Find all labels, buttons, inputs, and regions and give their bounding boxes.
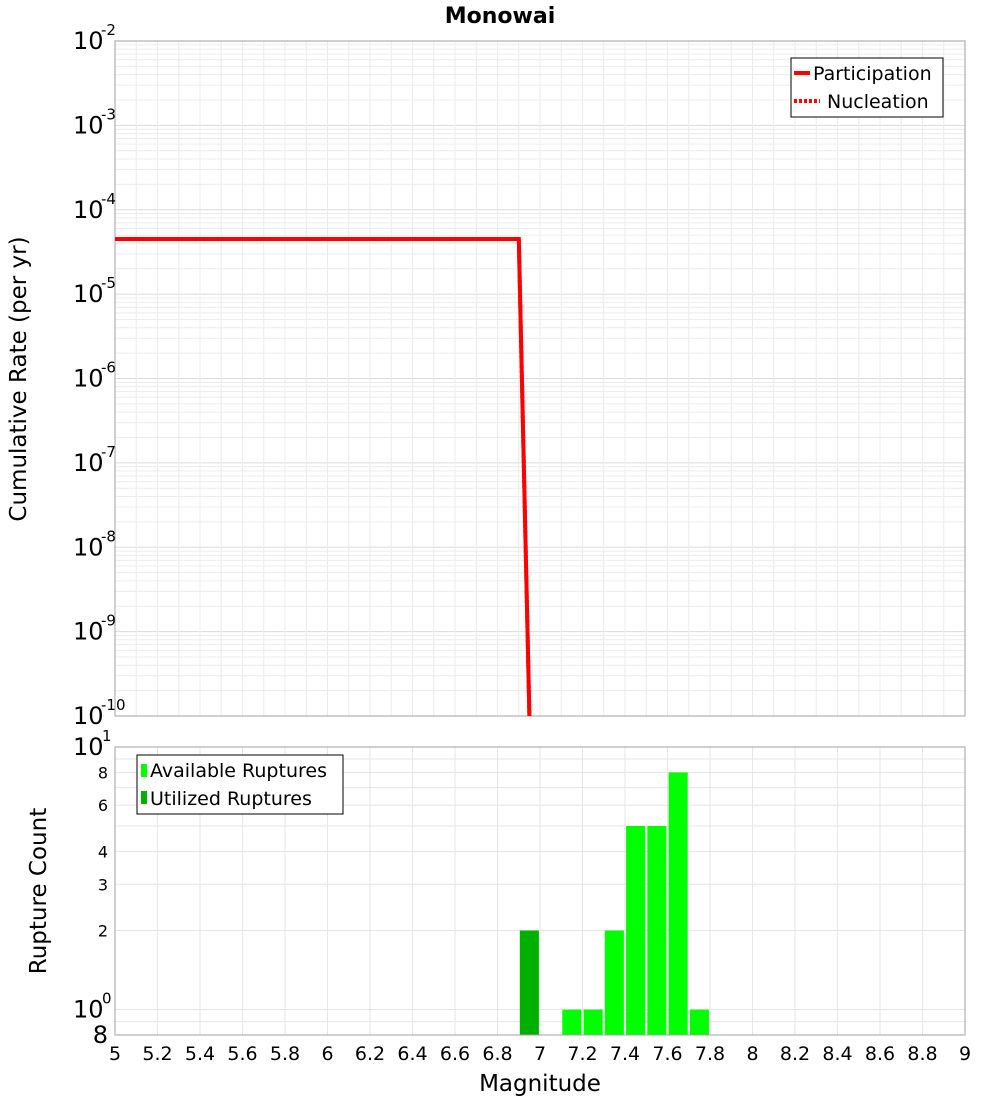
bottom-y-tick-base: 10	[73, 733, 104, 761]
top-y-tick: 10-4	[73, 190, 116, 224]
bar-utilized-ruptures	[519, 930, 539, 1035]
legend-available-label: Available Ruptures	[150, 760, 327, 782]
top-y-tick-base: 10	[73, 111, 104, 139]
top-y-tick: 10-3	[73, 105, 116, 139]
top-y-tick-exp: -7	[101, 443, 116, 461]
bottom-y-tick: 4	[98, 842, 108, 861]
x-tick-label: 5.4	[185, 1043, 215, 1065]
bottom-y-tick: 101	[73, 727, 112, 761]
x-tick-label: 7.6	[652, 1043, 682, 1065]
bottom-y-axis-label: Rupture Count	[26, 808, 52, 974]
top-legend: Participation Nucleation	[790, 57, 944, 118]
top-y-tick-base: 10	[73, 196, 104, 224]
bar-available-ruptures	[626, 826, 646, 1035]
top-plot-grid	[114, 41, 966, 717]
series-line-participation	[115, 237, 532, 717]
bottom-plot-frame	[114, 746, 966, 1036]
bottom-y-tick-label: 2	[98, 922, 108, 941]
x-tick-label: 7.2	[567, 1043, 597, 1065]
top-y-tick: 10-10	[73, 696, 126, 730]
x-tick-label: 9	[959, 1043, 971, 1065]
bottom-y-tick-exp: 1	[102, 727, 112, 745]
x-tick-label: 5.6	[227, 1043, 257, 1065]
top-y-tick-exp: -5	[101, 274, 116, 292]
chart-title: Monowai	[445, 4, 556, 29]
x-tick-label: 7.4	[610, 1043, 640, 1065]
legend-participation-label: Participation	[813, 63, 932, 85]
top-y-tick: 10-2	[73, 21, 116, 55]
top-y-tick-exp: -6	[101, 359, 116, 377]
top-y-tick-exp: -9	[101, 612, 116, 630]
bottom-y-tick: 8	[98, 763, 108, 782]
x-tick-label: 8.8	[907, 1043, 937, 1065]
x-tick-label: 8.6	[865, 1043, 895, 1065]
top-y-tick-exp: -4	[101, 190, 116, 208]
top-y-tick-base: 10	[73, 533, 104, 561]
bottom-y-tick-label: 8	[93, 1021, 108, 1049]
x-tick-label: 6.8	[482, 1043, 512, 1065]
x-tick-label: 7	[534, 1043, 546, 1065]
bottom-y-tick: 100	[73, 990, 112, 1024]
bottom-y-tick: 6	[98, 796, 108, 815]
bottom-y-tick-label: 6	[98, 796, 108, 815]
bottom-y-tick-exp: 0	[102, 990, 112, 1008]
top-y-tick: 10-6	[73, 359, 116, 393]
top-y-tick-exp: -3	[101, 105, 116, 123]
top-y-tick-base: 10	[73, 27, 104, 55]
bar-available-ruptures	[668, 772, 688, 1035]
x-tick-label: 6.6	[440, 1043, 470, 1065]
bottom-y-tick-label: 8	[98, 763, 108, 782]
top-y-axis-label: Cumulative Rate (per yr)	[6, 236, 32, 521]
top-y-tick-base: 10	[73, 449, 104, 477]
top-y-tick-exp: -8	[101, 527, 116, 545]
top-y-tick: 10-5	[73, 274, 116, 308]
top-series-lines	[115, 237, 532, 717]
bar-available-ruptures	[604, 930, 624, 1035]
x-tick-label: 8.2	[780, 1043, 810, 1065]
x-tick-label: 5.8	[270, 1043, 300, 1065]
bottom-legend: Available Ruptures Utilized Ruptures	[136, 754, 344, 815]
x-tick-label: 8.4	[822, 1043, 852, 1065]
x-axis-label: Magnitude	[479, 1071, 601, 1097]
x-tick-label: 6.4	[397, 1043, 427, 1065]
top-y-tick: 10-8	[73, 527, 116, 561]
legend-utilized-label: Utilized Ruptures	[150, 788, 312, 810]
legend-utilized-swatch	[141, 791, 147, 804]
legend-nucleation-label: Nucleation	[827, 91, 929, 113]
x-tick-label: 6	[321, 1043, 333, 1065]
x-tick-label: 5	[109, 1043, 121, 1065]
bottom-bars	[519, 772, 709, 1035]
bottom-y-tick: 3	[98, 875, 108, 894]
top-plot-frame	[114, 40, 966, 717]
top-legend-box	[790, 57, 944, 118]
x-tick-label: 6.2	[355, 1043, 385, 1065]
bar-available-ruptures	[689, 1009, 709, 1035]
top-y-tick: 10-9	[73, 612, 116, 646]
top-y-tick-base: 10	[73, 365, 104, 393]
legend-available-swatch	[141, 764, 147, 777]
top-y-tick-exp: -2	[101, 21, 116, 39]
bottom-legend-box	[136, 754, 344, 815]
top-y-tick: 10-7	[73, 443, 116, 477]
x-tick-label: 8	[746, 1043, 758, 1065]
top-y-tick-exp: -10	[101, 696, 126, 714]
top-y-tick-base: 10	[73, 280, 104, 308]
bottom-y-tick: 2	[98, 922, 108, 941]
bottom-y-tick-label: 4	[98, 842, 108, 861]
top-y-tick-base: 10	[73, 702, 104, 730]
x-tick-label: 5.2	[142, 1043, 172, 1065]
bottom-y-tick-label: 3	[98, 875, 108, 894]
bottom-y-tick-base: 10	[73, 996, 104, 1024]
top-y-tick-base: 10	[73, 618, 104, 646]
x-tick-label: 7.8	[695, 1043, 725, 1065]
bottom-y-tick: 8	[93, 1021, 108, 1049]
bottom-x-ticks: 5 5.2 5.4 5.6 5.8 6 6.2 6.4 6.6 6.8 7 7.2 7.4 7.6 7.8 8…	[109, 1043, 971, 1065]
bar-available-ruptures	[647, 826, 667, 1035]
bar-available-ruptures	[583, 1009, 603, 1035]
bar-available-ruptures	[562, 1009, 582, 1035]
